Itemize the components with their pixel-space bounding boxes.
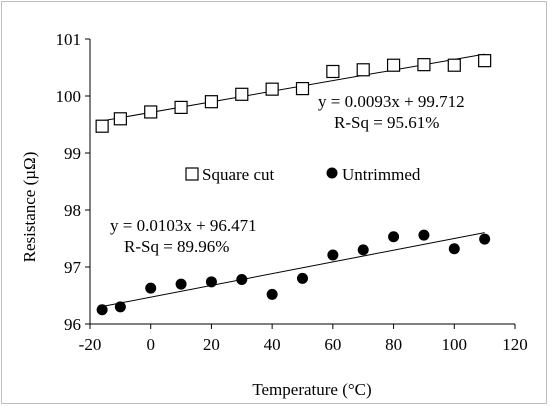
point-untrimmed <box>448 243 460 255</box>
point-square-cut <box>204 95 219 109</box>
legend-label-square-cut: Square cut <box>202 165 275 184</box>
trendline-untrimmed <box>102 232 485 308</box>
equation-untrimmed: y = 0.0103x + 96.471 <box>110 216 257 235</box>
axes <box>85 38 516 329</box>
x-tick-label: 60 <box>324 335 341 354</box>
point-square-cut <box>295 81 310 96</box>
data-marks <box>95 54 492 316</box>
point-untrimmed <box>266 288 278 300</box>
point-untrimmed <box>96 304 108 316</box>
point-untrimmed <box>357 244 369 256</box>
legend: Square cut Untrimmed <box>185 165 421 184</box>
point-untrimmed <box>114 301 126 313</box>
x-axis-title: Temperature (°C) <box>252 380 371 399</box>
point-untrimmed <box>327 249 339 261</box>
y-tick-label: 100 <box>56 87 82 106</box>
point-square-cut <box>113 112 127 126</box>
y-tick-label: 101 <box>56 30 82 49</box>
y-tick-label: 98 <box>64 201 81 220</box>
trendline-annotations: y = 0.0093x + 99.712 R-Sq = 95.61% y = 0… <box>110 92 465 256</box>
point-square-cut <box>174 100 188 115</box>
point-square-cut <box>235 87 249 101</box>
x-tick-label: 80 <box>385 335 402 354</box>
y-tick-label: 99 <box>64 144 81 163</box>
r-sq-square-cut: R-Sq = 95.61% <box>334 113 439 132</box>
point-square-cut <box>417 58 431 72</box>
point-untrimmed <box>145 282 157 294</box>
y-axis-title: Resistance (µΩ) <box>20 152 39 263</box>
x-tick-label: 20 <box>203 335 220 354</box>
point-square-cut <box>478 54 492 68</box>
x-tick-label: -20 <box>79 335 102 354</box>
y-tick-label: 97 <box>64 258 82 277</box>
x-tick-label: 0 <box>146 335 155 354</box>
x-tick-label: 100 <box>442 335 468 354</box>
point-untrimmed <box>418 229 430 241</box>
point-square-cut <box>95 119 109 133</box>
point-square-cut <box>144 105 158 119</box>
x-tick-label: 40 <box>264 335 281 354</box>
point-untrimmed <box>236 274 248 286</box>
point-untrimmed <box>297 272 308 284</box>
legend-label-untrimmed: Untrimmed <box>342 165 421 184</box>
r-sq-untrimmed: R-Sq = 89.96% <box>124 237 229 256</box>
x-tick-label: 120 <box>502 335 528 354</box>
point-square-cut <box>447 58 461 72</box>
point-untrimmed <box>479 233 491 245</box>
point-square-cut <box>356 63 370 77</box>
point-untrimmed <box>175 278 187 290</box>
point-untrimmed <box>388 231 400 243</box>
equation-square-cut: y = 0.0093x + 99.712 <box>318 92 465 111</box>
y-tick-label: 96 <box>64 315 81 334</box>
point-untrimmed <box>205 276 217 288</box>
point-square-cut <box>386 58 401 72</box>
legend-marker-untrimmed <box>326 167 338 179</box>
point-square-cut <box>326 64 340 79</box>
point-square-cut <box>265 82 279 96</box>
legend-marker-square-cut <box>185 167 199 181</box>
tick-labels: -20 0 20 40 60 80 100 120 96 97 98 99 100 101 <box>56 30 528 354</box>
